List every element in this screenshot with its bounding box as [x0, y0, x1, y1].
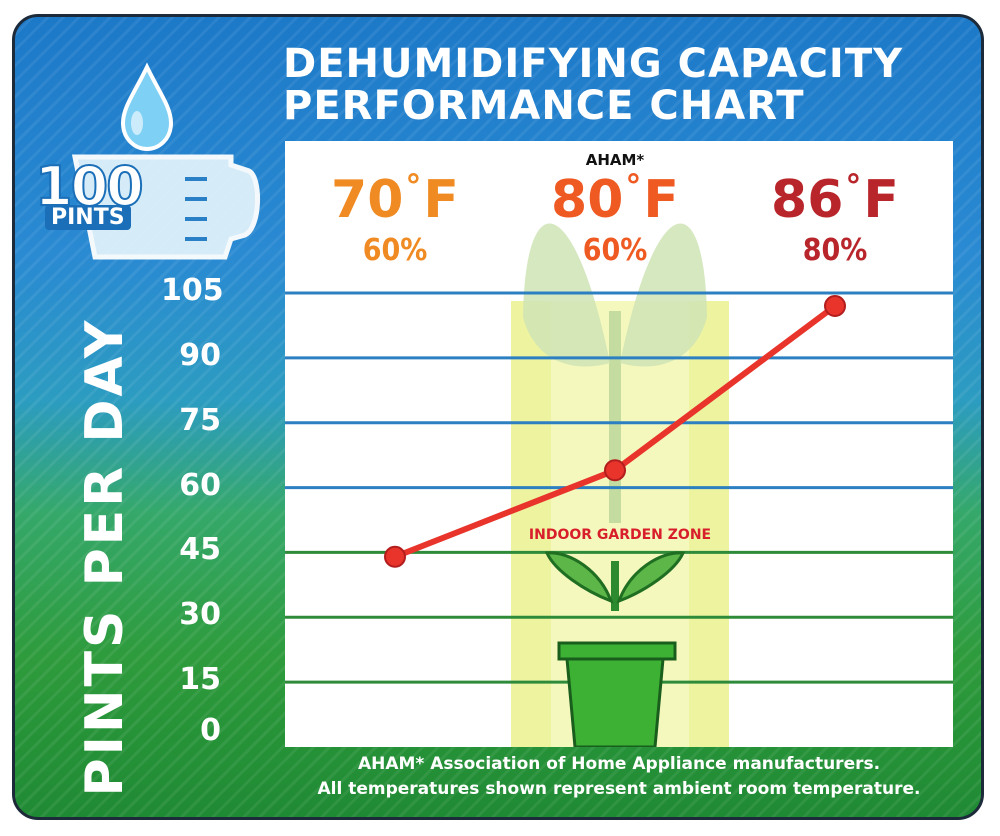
temperature-value: 70	[331, 170, 404, 230]
temperature-unit: F	[863, 170, 899, 230]
temperature-label-0: 70°F	[295, 167, 495, 230]
temperature-value: 86	[771, 170, 844, 230]
temperature-label-2: 86°F	[735, 167, 935, 230]
pot-body	[565, 657, 665, 747]
y-tick-label-105: 105	[161, 273, 224, 308]
humidity-label-2: 80%	[802, 233, 868, 268]
humidity-label-1: 60%	[582, 233, 648, 268]
plant-leaf-right	[616, 551, 686, 604]
degree-symbol: °	[405, 167, 422, 205]
measuring-cup-with-water-drop-icon	[71, 62, 260, 260]
logo-unit: PINTS	[45, 205, 131, 230]
y-tick-label-30: 30	[179, 597, 221, 633]
humidity-label-0: 60%	[362, 233, 428, 268]
footnote-line2: All temperatures shown represent ambient…	[317, 779, 921, 799]
zone-label: INDOOR GARDEN ZONE	[528, 527, 712, 543]
chart-card: 100 PINTS DEHUMIDIFYING CAPACITY PERFORM…	[12, 14, 984, 820]
footnote-line1: AHAM* Association of Home Appliance manu…	[357, 754, 881, 774]
y-tick-label-0: 0	[200, 713, 221, 748]
potted-plant-icon	[544, 551, 686, 747]
aham-marker: AHAM*	[585, 151, 645, 169]
temperature-unit: F	[643, 170, 679, 230]
y-tick-label-60: 60	[179, 467, 221, 503]
y-tick-label-90: 90	[179, 337, 221, 373]
faded-plant-leaf-left	[523, 223, 610, 367]
data-point-2	[824, 294, 846, 317]
y-tick-label-75: 75	[179, 402, 221, 438]
data-point-0	[384, 545, 406, 568]
degree-symbol: °	[845, 167, 862, 205]
y-tick-label-45: 45	[179, 532, 221, 568]
y-tick-label-15: 15	[179, 662, 221, 698]
y-axis-label: PINTS PER DAY	[75, 317, 135, 797]
chart-svg	[285, 223, 953, 747]
temperature-unit: F	[423, 170, 459, 230]
chart-title-line1: DEHUMIDIFYING CAPACITY	[283, 41, 904, 87]
temperature-value: 80	[551, 170, 624, 230]
temperature-label-1: 80°F	[515, 167, 715, 230]
data-point-1	[604, 459, 626, 482]
plant-leaf-left	[544, 551, 614, 604]
faded-plant-leaf-right	[620, 223, 707, 367]
pot-rim	[557, 641, 677, 661]
plot-panel: AHAM* INDOOR GARDEN ZONE 70°F 60% 80°F 60% 8…	[285, 141, 953, 747]
degree-symbol: °	[625, 167, 642, 205]
chart-title-line2: PERFORMANCE CHART	[283, 83, 805, 129]
